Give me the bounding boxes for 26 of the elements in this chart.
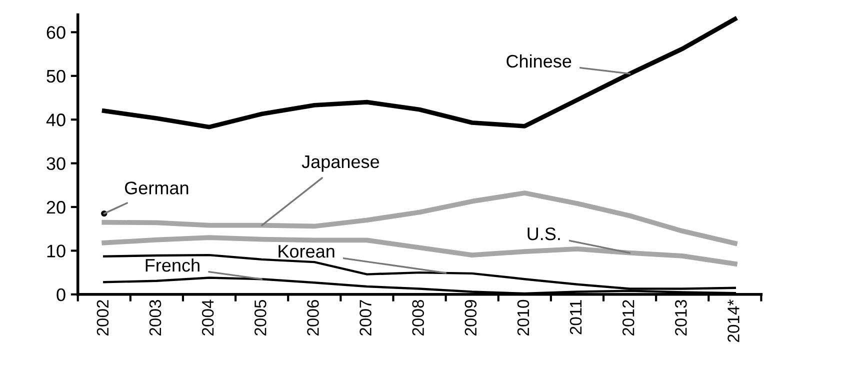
x-tick-label: 2007 — [360, 300, 372, 336]
text: Japanese — [302, 156, 380, 172]
y-tick-label: 10 — [47, 244, 66, 258]
series-label: Chinese — [506, 54, 572, 68]
series-label: German — [125, 182, 188, 194]
x-tick-label: 2003 — [149, 300, 162, 336]
y-tick-label: 60 — [46, 26, 66, 39]
x-tick-label: 2009 — [464, 300, 477, 336]
x-tick-label: 2006 — [307, 300, 319, 336]
x-tick-label: 2014* — [728, 300, 740, 342]
series-label: French — [146, 258, 200, 272]
y-tick-label: 30 — [46, 157, 66, 170]
x-tick-label: 2011 — [570, 300, 582, 334]
series-label: Korean — [278, 245, 334, 258]
x-tick-label: 2008 — [412, 300, 424, 336]
y-tick-label: 0 — [56, 288, 66, 302]
x-tick-label: 2004 — [202, 300, 214, 336]
x-tick-label: 2010 — [517, 300, 530, 336]
y-tick-label: 40 — [46, 114, 66, 126]
y-tick-label: 50 — [46, 70, 66, 83]
x-tick-label: 2013 — [675, 300, 687, 336]
x-tick-label: 2002 — [96, 300, 109, 336]
y-tick-label: 20 — [46, 200, 66, 214]
series-label: U.S. — [528, 227, 560, 240]
x-tick-label: 2005 — [254, 300, 266, 336]
x-tick-label: 2012 — [622, 300, 634, 336]
